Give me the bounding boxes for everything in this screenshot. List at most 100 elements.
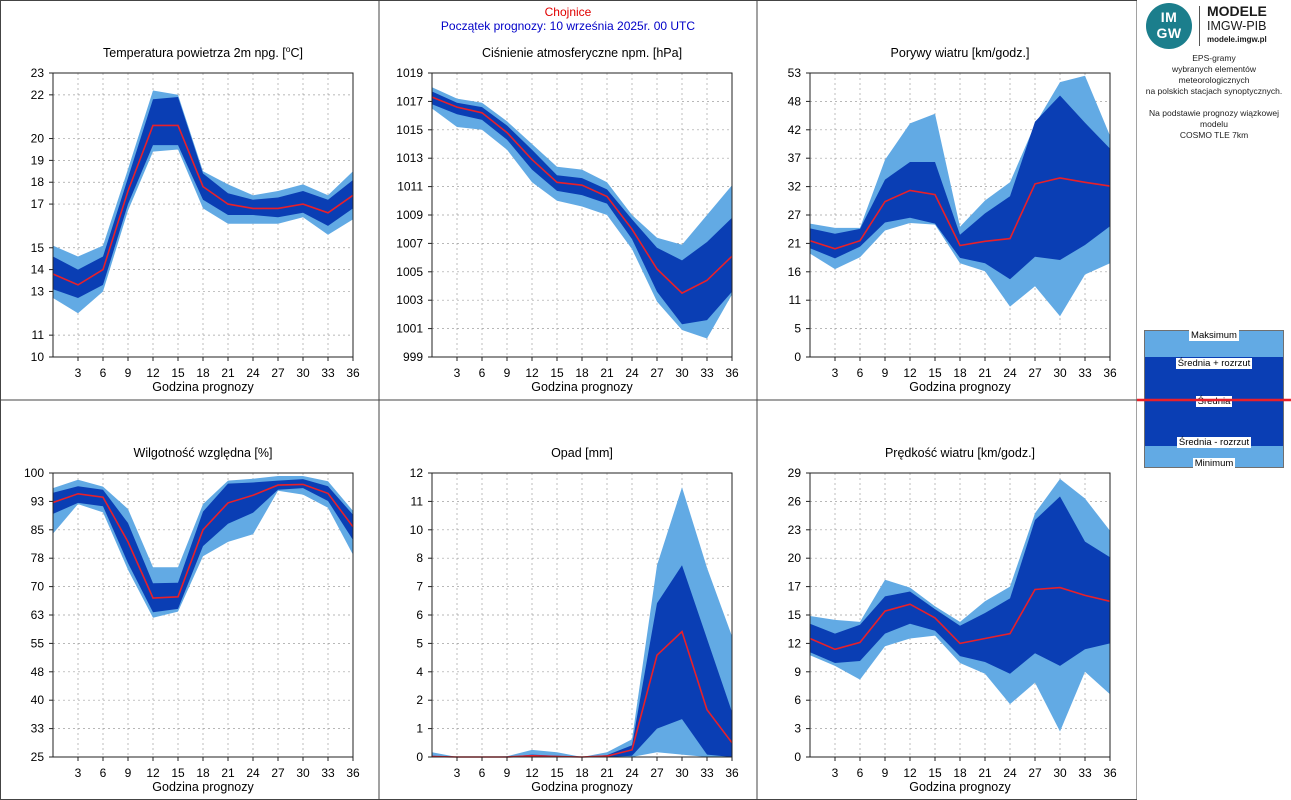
y-tick-label: 6 xyxy=(794,693,801,707)
legend-mean-minus: Średnia - rozrzut xyxy=(1176,437,1252,448)
legend-mean-plus: Średnia + rozrzut xyxy=(1175,358,1253,369)
chart-title: Temperatura powietrza 2m npg. [oC] xyxy=(103,44,303,60)
x-tick-label: 6 xyxy=(479,366,486,380)
station-name: Chojnice xyxy=(544,5,592,19)
x-tick-label: 24 xyxy=(625,366,639,380)
y-tick-label: 23 xyxy=(788,523,802,537)
y-tick-label: 3 xyxy=(794,722,801,736)
x-tick-label: 15 xyxy=(928,366,942,380)
x-tick-label: 21 xyxy=(600,766,614,780)
x-tick-label: 18 xyxy=(196,766,210,780)
band-min-max xyxy=(53,90,353,314)
mean-line xyxy=(809,586,1111,651)
x-tick-label: 12 xyxy=(146,766,160,780)
legend-min: Minimum xyxy=(1192,458,1236,469)
logo-mark-bottom: GW xyxy=(1156,25,1182,41)
y-tick-label: 0 xyxy=(416,750,423,764)
y-tick-label: 27 xyxy=(788,208,802,222)
y-tick-label: 12 xyxy=(788,636,802,650)
x-tick-label: 18 xyxy=(575,366,589,380)
logo-name-primary: MODELE xyxy=(1207,3,1267,19)
x-tick-label: 18 xyxy=(196,366,210,380)
y-tick-label: 6 xyxy=(416,608,423,622)
x-axis-label: Godzina prognozy xyxy=(531,780,633,794)
y-tick-label: 999 xyxy=(403,350,423,364)
x-tick-label: 24 xyxy=(1003,766,1017,780)
x-tick-label: 21 xyxy=(978,366,992,380)
x-tick-label: 30 xyxy=(1053,766,1067,780)
mean-line xyxy=(809,177,1111,250)
x-tick-label: 15 xyxy=(550,766,564,780)
chart-panel: Opad [mm]3 6 9 12 15 18 21 24 27 30 33 360124567810… xyxy=(410,446,739,794)
x-tick-label: 30 xyxy=(296,366,310,380)
x-tick-label: 3 xyxy=(454,766,461,780)
y-tick-label: 8 xyxy=(416,551,423,565)
y-tick-label: 0 xyxy=(794,750,801,764)
x-tick-label: 30 xyxy=(675,366,689,380)
chart-panel: Wilgotność względna [%]3 6 9 12 15 18 21 24 27 30… xyxy=(24,446,360,794)
y-tick-label: 11 xyxy=(789,293,802,307)
legend: Maksimum Średnia + rozrzut Średnia Średn… xyxy=(1144,330,1284,469)
x-tick-label: 33 xyxy=(1078,766,1092,780)
x-tick-label: 30 xyxy=(296,766,310,780)
x-tick-label: 12 xyxy=(525,366,539,380)
y-tick-label: 15 xyxy=(788,608,802,622)
x-tick-label: 33 xyxy=(700,766,714,780)
band-min-max xyxy=(53,476,353,618)
x-tick-label: 24 xyxy=(625,766,639,780)
chart-title: Ciśnienie atmosferyczne npm. [hPa] xyxy=(482,46,682,60)
x-tick-label: 12 xyxy=(146,366,160,380)
forecast-start-label: Początek prognozy: 10 września 2025r. 00… xyxy=(440,19,696,33)
y-tick-label: 10 xyxy=(410,523,424,537)
mean-line xyxy=(52,124,354,286)
logo-name-secondary: IMGW-PIB xyxy=(1207,19,1267,33)
x-tick-label: 27 xyxy=(650,766,664,780)
y-tick-label: 1 xyxy=(416,722,423,736)
chart-panel: Prędkość wiatru [km/godz.]3 6 9 12 15 18 21 24 2… xyxy=(788,446,1117,794)
mean-line xyxy=(431,96,733,295)
y-tick-label: 93 xyxy=(31,494,45,508)
y-tick-label: 1017 xyxy=(396,94,423,108)
description-line: EPS-gramy xyxy=(1192,53,1236,63)
band-spread xyxy=(53,479,353,613)
x-tick-label: 21 xyxy=(221,366,235,380)
x-tick-label: 36 xyxy=(725,366,739,380)
y-tick-label: 70 xyxy=(31,580,45,594)
y-tick-label: 40 xyxy=(31,693,45,707)
x-tick-label: 3 xyxy=(454,366,461,380)
x-tick-label: 27 xyxy=(1028,766,1042,780)
y-tick-label: 5 xyxy=(794,322,801,336)
y-tick-label: 100 xyxy=(24,466,44,480)
x-tick-label: 33 xyxy=(321,766,335,780)
y-tick-label: 78 xyxy=(31,551,45,565)
x-axis-label: Godzina prognozy xyxy=(152,380,254,394)
y-tick-label: 1019 xyxy=(396,66,423,80)
legend-max: Maksimum xyxy=(1189,330,1239,341)
x-tick-label: 15 xyxy=(171,766,185,780)
y-tick-label: 5 xyxy=(416,636,423,650)
y-tick-label: 20 xyxy=(31,132,45,146)
description-line: wybranych elementów meteorologicznych xyxy=(1171,64,1257,85)
y-tick-label: 0 xyxy=(794,350,801,364)
x-tick-label: 3 xyxy=(75,366,82,380)
y-tick-label: 9 xyxy=(794,665,801,679)
mean-line xyxy=(52,483,354,599)
x-axis-label: Godzina prognozy xyxy=(152,780,254,794)
chart-title: Porywy wiatru [km/godz.] xyxy=(891,46,1030,60)
x-tick-label: 6 xyxy=(479,766,486,780)
band-spread xyxy=(53,97,353,298)
x-tick-label: 18 xyxy=(575,766,589,780)
band-spread xyxy=(432,565,732,757)
x-tick-label: 33 xyxy=(321,366,335,380)
y-tick-label: 20 xyxy=(788,551,802,565)
x-axis-label: Godzina prognozy xyxy=(909,780,1011,794)
y-tick-label: 48 xyxy=(31,665,45,679)
x-tick-label: 15 xyxy=(171,366,185,380)
y-tick-label: 1009 xyxy=(396,208,423,222)
x-tick-label: 18 xyxy=(953,366,967,380)
x-tick-label: 3 xyxy=(832,366,839,380)
y-tick-label: 1005 xyxy=(396,265,423,279)
x-axis-label: Godzina prognozy xyxy=(909,380,1011,394)
y-tick-label: 1015 xyxy=(396,123,423,137)
x-tick-label: 6 xyxy=(100,366,107,380)
